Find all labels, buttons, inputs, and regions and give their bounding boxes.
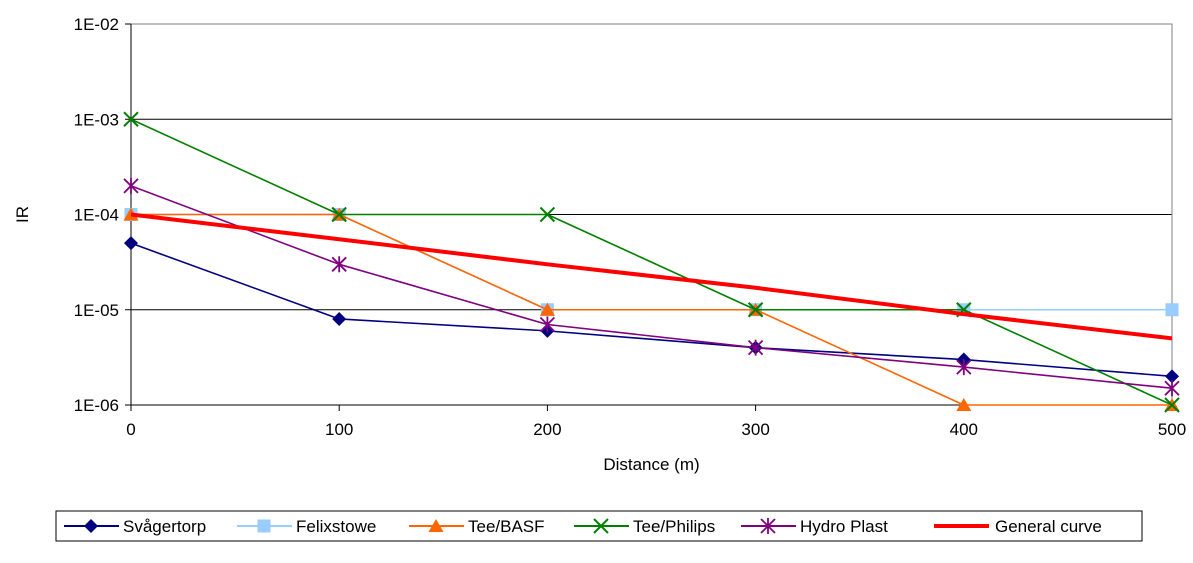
series-general-curve [130, 212, 1173, 341]
y-axis: 1E-06 1E-05 1E-04 1E-03 1E-02 [74, 15, 132, 415]
y-tick-label: 1E-06 [74, 396, 119, 415]
y-axis-label: IR [13, 206, 32, 223]
legend-item: Felixstowe [237, 517, 376, 536]
x-tick-label: 100 [325, 420, 353, 439]
data-point [123, 177, 139, 194]
data-point [956, 359, 972, 376]
legend-marker [593, 518, 609, 534]
legend-item: Svågertorp [64, 517, 206, 536]
series-line [130, 242, 1173, 378]
legend-item: Tee/BASF [409, 517, 545, 536]
legend: Svågertorp Felixstowe Tee/BASF Tee/Philips H… [55, 510, 1143, 542]
series-line [130, 212, 1173, 341]
data-point [1164, 380, 1180, 397]
x-axis-label: Distance (m) [603, 455, 699, 474]
x-tick-label: 400 [950, 420, 978, 439]
x-tick-label: 300 [741, 420, 769, 439]
legend-label: Tee/BASF [468, 517, 545, 536]
series-line [131, 213, 1172, 406]
data-point [539, 316, 556, 333]
legend-marker [760, 518, 776, 534]
data-point [1165, 369, 1179, 384]
legend-label: Svågertorp [123, 517, 206, 536]
x-tick-label: 500 [1158, 420, 1186, 439]
y-tick-label: 1E-05 [74, 301, 119, 320]
legend-label: General curve [995, 517, 1102, 536]
series-hydro-plast [123, 177, 1180, 397]
y-tick-label: 1E-04 [74, 206, 119, 225]
legend-marker [428, 519, 444, 532]
data-point [956, 398, 972, 411]
legend-item: General curve [934, 517, 1102, 536]
data-point [124, 236, 138, 251]
series-layer [123, 111, 1180, 413]
y-tick-label: 1E-03 [74, 110, 119, 129]
data-point [331, 206, 347, 223]
legend-item: Tee/Philips [574, 517, 715, 536]
data-point [1165, 303, 1179, 317]
legend-item: Hydro Plast [741, 517, 888, 536]
y-tick-label: 1E-02 [74, 15, 119, 34]
x-tick-label: 200 [533, 420, 561, 439]
data-point [123, 111, 139, 127]
data-point [539, 302, 555, 316]
x-tick-label: 0 [126, 420, 135, 439]
legend-label: Tee/Philips [633, 517, 715, 536]
legend-label: Hydro Plast [800, 517, 888, 536]
series-line [130, 185, 1173, 390]
data-point [539, 206, 556, 223]
series-line [130, 118, 1173, 406]
x-axis: 0 100 200 300 400 500 [126, 404, 1186, 439]
data-point [747, 302, 764, 318]
data-point [747, 339, 764, 356]
legend-label: Felixstowe [296, 517, 376, 536]
data-point [331, 256, 347, 273]
legend-marker [257, 519, 271, 533]
data-point [1164, 397, 1180, 413]
series-tee-philips [123, 111, 1180, 413]
data-point [123, 207, 139, 221]
data-point [332, 311, 347, 326]
legend-marker [84, 519, 98, 533]
